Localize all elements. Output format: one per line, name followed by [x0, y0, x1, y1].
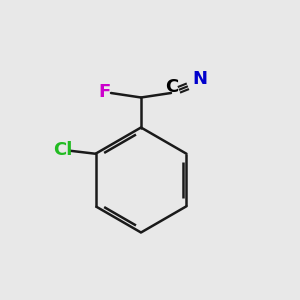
Text: F: F: [98, 83, 110, 101]
Text: C: C: [166, 78, 179, 96]
Text: Cl: Cl: [53, 140, 72, 158]
Text: N: N: [192, 70, 207, 88]
